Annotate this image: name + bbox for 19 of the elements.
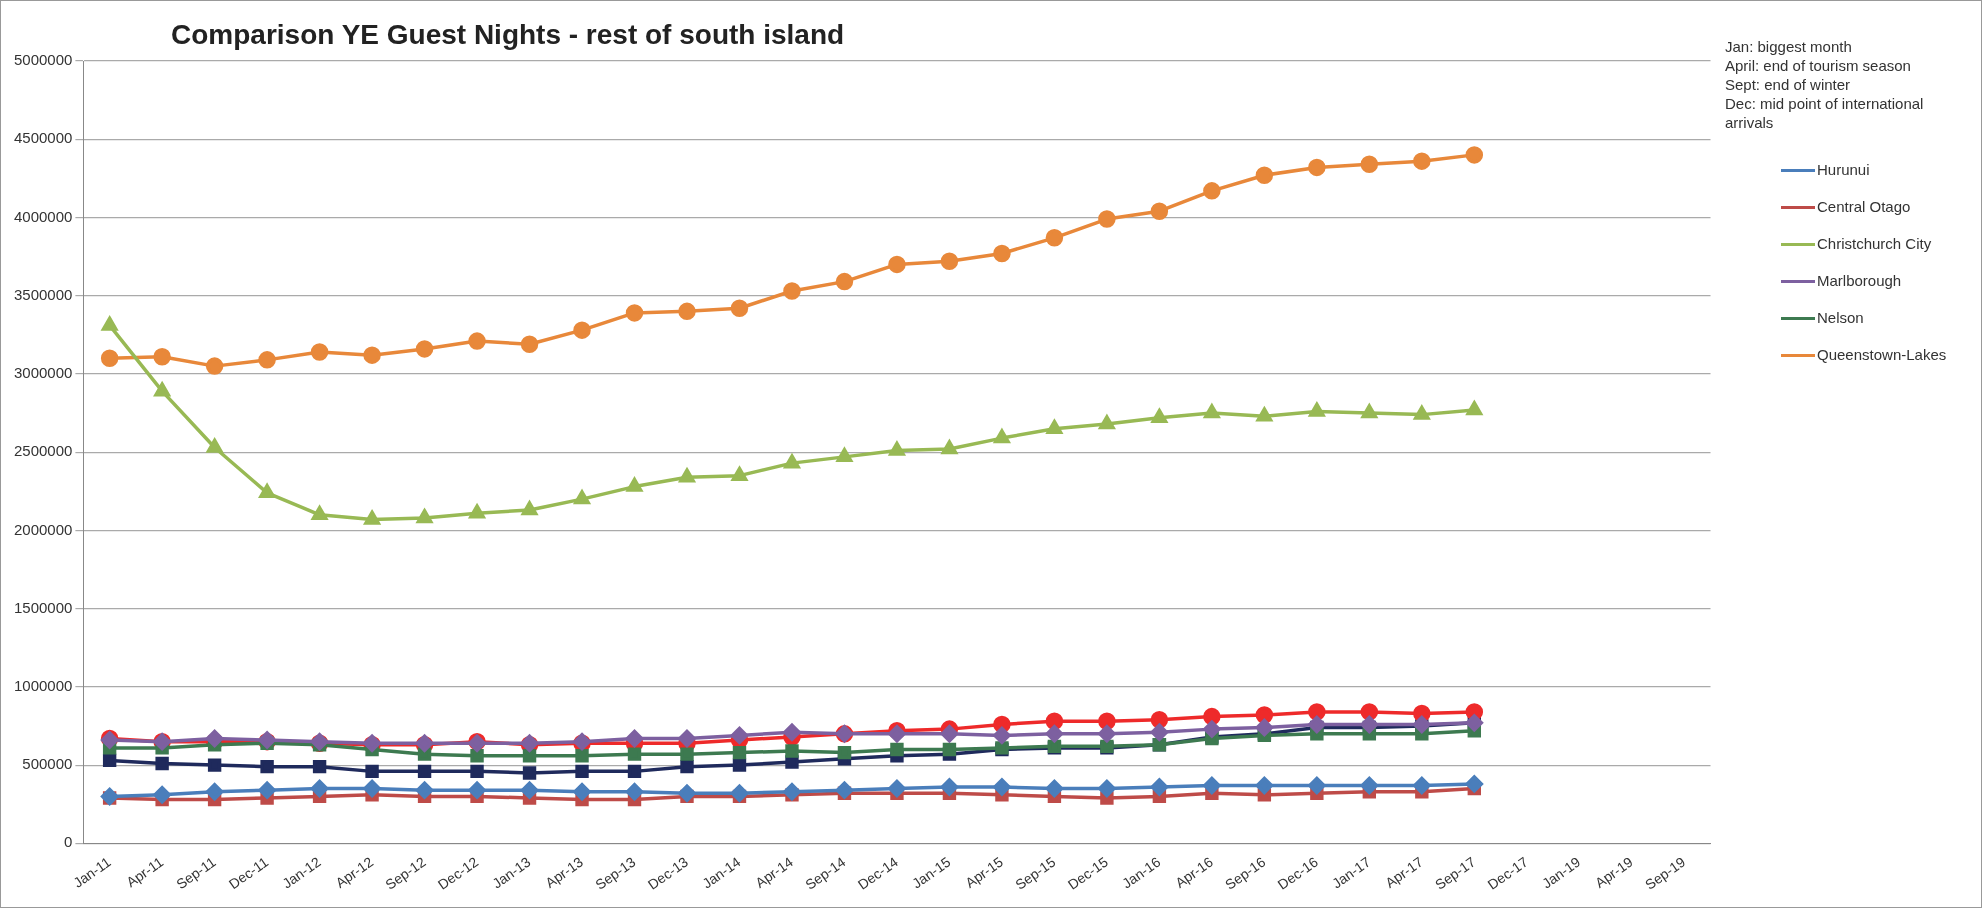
y-tick-label: 0 bbox=[64, 833, 73, 851]
legend-label: Christchurch City bbox=[1817, 235, 1933, 252]
y-tick-label: 2000000 bbox=[13, 520, 73, 538]
legend-label: Central Otago bbox=[1817, 198, 1912, 215]
legend-label: Hurunui bbox=[1817, 161, 1871, 178]
y-tick-label: 5000000 bbox=[13, 51, 73, 69]
y-tick-label: 2500000 bbox=[13, 442, 73, 460]
y-tick-label: 1500000 bbox=[13, 598, 73, 616]
y-tick-label: 4500000 bbox=[13, 129, 73, 147]
y-tick-label: 3000000 bbox=[13, 364, 73, 382]
y-tick-label: 3500000 bbox=[13, 285, 73, 303]
text: Jan: biggest month April: end of tourism season Sept: end of winter Dec: mid point of international arrivals bbox=[1725, 37, 1925, 132]
y-tick-label: 500000 bbox=[22, 755, 73, 773]
y-tick-label: 4000000 bbox=[13, 207, 73, 225]
y-tick-label: 1000000 bbox=[13, 677, 73, 695]
legend-label: Nelson bbox=[1817, 309, 1865, 326]
chart-title: Comparison YE Guest Nights - rest of south island bbox=[171, 19, 845, 51]
legend-label: Marlborough bbox=[1817, 272, 1903, 289]
legend-label: Queenstown-Lakes bbox=[1817, 346, 1948, 363]
